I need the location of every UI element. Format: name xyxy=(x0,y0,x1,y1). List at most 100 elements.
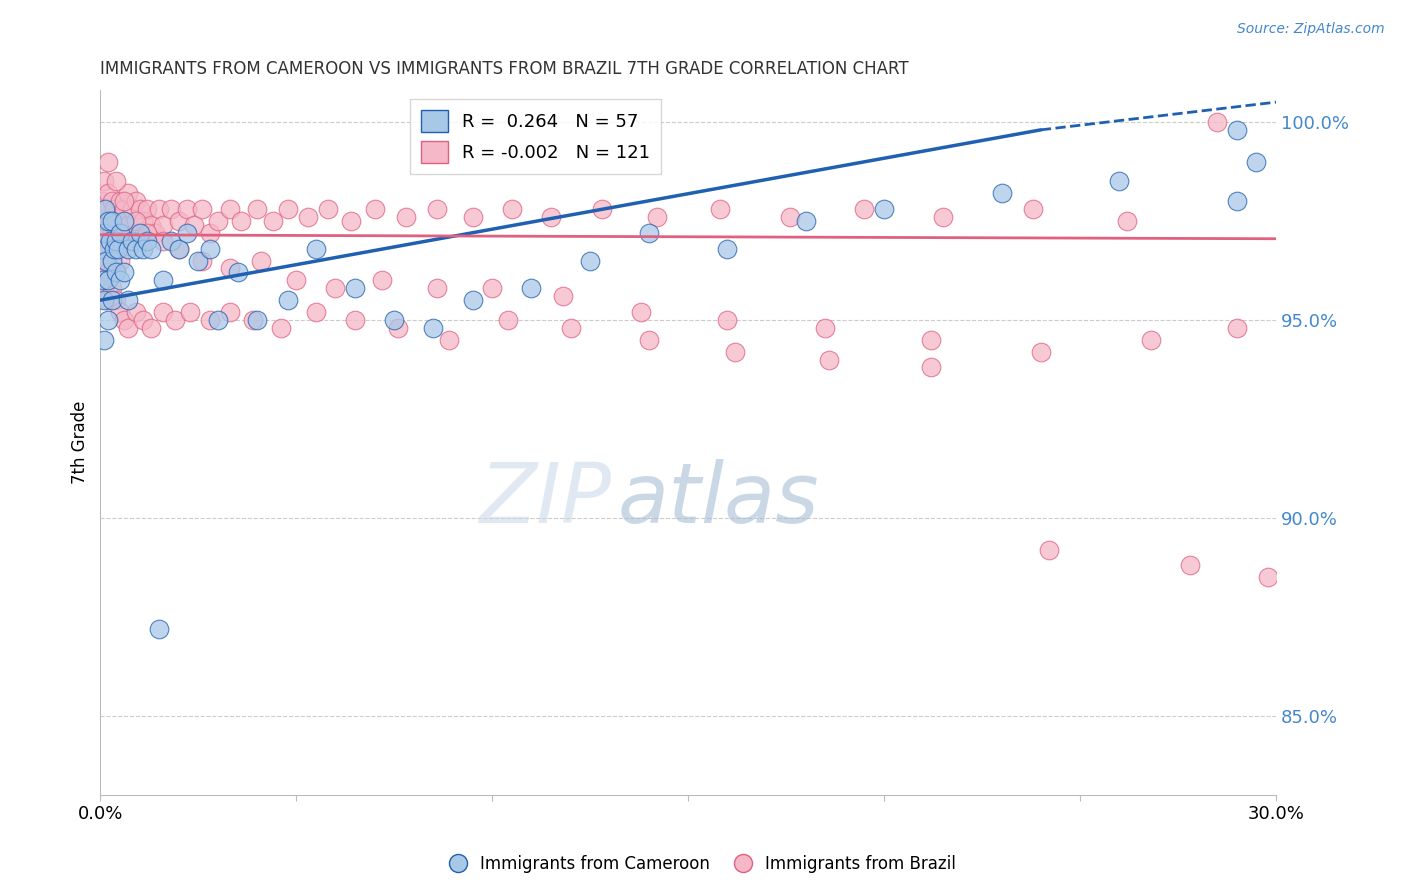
Point xyxy=(97,154,120,169)
Point xyxy=(560,321,582,335)
Point xyxy=(93,253,115,268)
Point xyxy=(112,214,135,228)
Point xyxy=(920,360,942,375)
Point xyxy=(152,273,174,287)
Point xyxy=(163,313,186,327)
Point xyxy=(101,253,124,268)
Point xyxy=(136,234,159,248)
Point xyxy=(191,253,214,268)
Point xyxy=(231,214,253,228)
Point xyxy=(93,174,115,188)
Point xyxy=(97,265,120,279)
Point xyxy=(93,226,115,240)
Point xyxy=(98,214,121,228)
Point xyxy=(94,202,117,216)
Point xyxy=(920,333,942,347)
Point xyxy=(94,202,117,216)
Point xyxy=(97,273,120,287)
Point xyxy=(297,210,319,224)
Text: atlas: atlas xyxy=(617,458,820,540)
Point xyxy=(496,313,519,327)
Point xyxy=(105,242,128,256)
Point xyxy=(101,253,124,268)
Point xyxy=(167,242,190,256)
Point xyxy=(1206,115,1229,129)
Point xyxy=(121,202,143,216)
Point xyxy=(422,321,444,335)
Point xyxy=(198,226,221,240)
Point xyxy=(96,253,118,268)
Point xyxy=(1178,558,1201,573)
Point xyxy=(143,226,166,240)
Point xyxy=(520,281,543,295)
Point xyxy=(932,210,955,224)
Point xyxy=(630,305,652,319)
Point xyxy=(1226,194,1249,208)
Point xyxy=(179,305,201,319)
Text: ZIP: ZIP xyxy=(479,458,612,540)
Point xyxy=(262,214,284,228)
Point xyxy=(794,214,817,228)
Point xyxy=(363,202,385,216)
Point xyxy=(97,265,120,279)
Point xyxy=(709,202,731,216)
Point xyxy=(93,253,115,268)
Point xyxy=(344,281,367,295)
Point xyxy=(160,202,183,216)
Point xyxy=(426,202,449,216)
Point xyxy=(108,253,131,268)
Point xyxy=(97,313,120,327)
Point xyxy=(136,202,159,216)
Point xyxy=(461,210,484,224)
Text: Source: ZipAtlas.com: Source: ZipAtlas.com xyxy=(1237,22,1385,37)
Point xyxy=(724,344,747,359)
Point xyxy=(382,313,405,327)
Legend: Immigrants from Cameroon, Immigrants from Brazil: Immigrants from Cameroon, Immigrants fro… xyxy=(443,848,963,880)
Point xyxy=(112,194,135,208)
Point xyxy=(591,202,613,216)
Point xyxy=(853,202,876,216)
Point xyxy=(325,281,347,295)
Point xyxy=(128,234,150,248)
Point xyxy=(124,214,146,228)
Point xyxy=(218,305,240,319)
Point xyxy=(716,242,738,256)
Point xyxy=(540,210,562,224)
Point xyxy=(191,202,214,216)
Point xyxy=(152,305,174,319)
Point xyxy=(128,202,150,216)
Point xyxy=(101,214,124,228)
Point xyxy=(242,313,264,327)
Point xyxy=(1029,344,1052,359)
Point xyxy=(645,210,668,224)
Point xyxy=(105,174,128,188)
Point xyxy=(124,226,146,240)
Point xyxy=(105,265,128,279)
Point xyxy=(124,194,146,208)
Point xyxy=(716,313,738,327)
Point xyxy=(97,214,120,228)
Point xyxy=(1022,202,1045,216)
Point xyxy=(1108,174,1130,188)
Point xyxy=(121,234,143,248)
Point xyxy=(167,214,190,228)
Point xyxy=(108,273,131,287)
Text: IMMIGRANTS FROM CAMEROON VS IMMIGRANTS FROM BRAZIL 7TH GRADE CORRELATION CHART: IMMIGRANTS FROM CAMEROON VS IMMIGRANTS F… xyxy=(100,60,908,78)
Point xyxy=(91,194,114,208)
Point xyxy=(198,242,221,256)
Point xyxy=(93,214,115,228)
Point xyxy=(97,293,120,307)
Point xyxy=(93,293,115,307)
Point xyxy=(97,214,120,228)
Point xyxy=(1226,123,1249,137)
Point xyxy=(108,226,131,240)
Point xyxy=(112,202,135,216)
Point xyxy=(148,622,170,636)
Point xyxy=(207,313,229,327)
Point xyxy=(96,234,118,248)
Point xyxy=(387,321,409,335)
Point xyxy=(152,218,174,232)
Point xyxy=(103,242,125,256)
Point xyxy=(316,202,339,216)
Point xyxy=(218,261,240,276)
